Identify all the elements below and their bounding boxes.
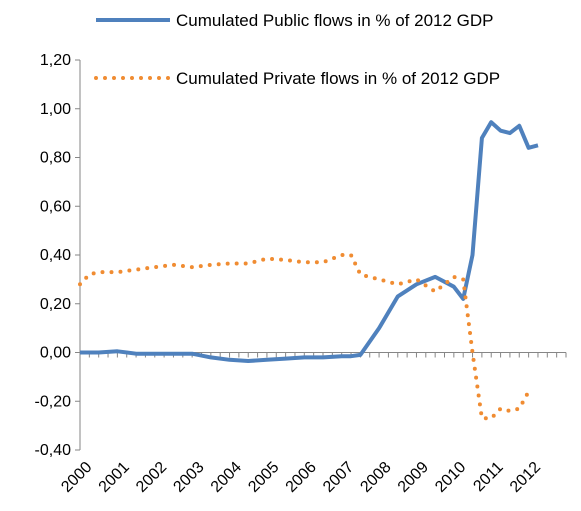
y-axis: 1,20 1,00 0,80 0,60 0,40 0,20 0,00 -0,20 -0,40 bbox=[35, 52, 81, 459]
y-tick-label: -0,40 bbox=[35, 442, 72, 459]
x-tick-label: 2003 bbox=[170, 459, 207, 496]
legend-label-public: Cumulated Public flows in % of 2012 GDP bbox=[176, 11, 494, 30]
x-tick-label: 2007 bbox=[320, 459, 357, 496]
y-tick-label: 1,20 bbox=[40, 52, 71, 69]
legend-item-private: Cumulated Private flows in % of 2012 GDP bbox=[94, 69, 500, 88]
y-tick-label: 0,40 bbox=[40, 247, 71, 264]
legend-label-private: Cumulated Private flows in % of 2012 GDP bbox=[176, 69, 500, 88]
x-tick-label: 2006 bbox=[283, 459, 320, 496]
y-tick-label: -0,20 bbox=[35, 393, 72, 410]
series-line-public bbox=[80, 120, 539, 363]
x-tick-label: 2001 bbox=[96, 459, 133, 496]
x-tick-label: 2009 bbox=[395, 459, 432, 496]
x-tick-label: 2004 bbox=[208, 459, 245, 496]
y-tick-label: 0,60 bbox=[40, 198, 71, 215]
y-tick-label: 0,20 bbox=[40, 296, 71, 313]
x-tick-label: 2000 bbox=[58, 459, 95, 496]
x-tick-label: 2012 bbox=[507, 459, 544, 496]
x-axis: 2000 2001 2002 2003 2004 2005 2006 2007 2008 2009… bbox=[58, 352, 567, 496]
series-line-private bbox=[78, 253, 531, 421]
x-tick-label: 2008 bbox=[357, 459, 394, 496]
series-lines bbox=[78, 120, 539, 421]
x-tick-label: 2005 bbox=[245, 459, 282, 496]
legend-item-public: Cumulated Public flows in % of 2012 GDP bbox=[96, 11, 494, 30]
y-tick-label: 1,00 bbox=[40, 101, 71, 118]
x-tick-label: 2002 bbox=[133, 459, 170, 496]
legend: Cumulated Public flows in % of 2012 GDP … bbox=[94, 11, 500, 88]
x-tick-label: 2011 bbox=[470, 459, 506, 495]
x-tick-label: 2010 bbox=[432, 459, 469, 496]
y-tick-label: 0,00 bbox=[40, 345, 71, 362]
y-tick-label: 0,80 bbox=[40, 150, 71, 167]
